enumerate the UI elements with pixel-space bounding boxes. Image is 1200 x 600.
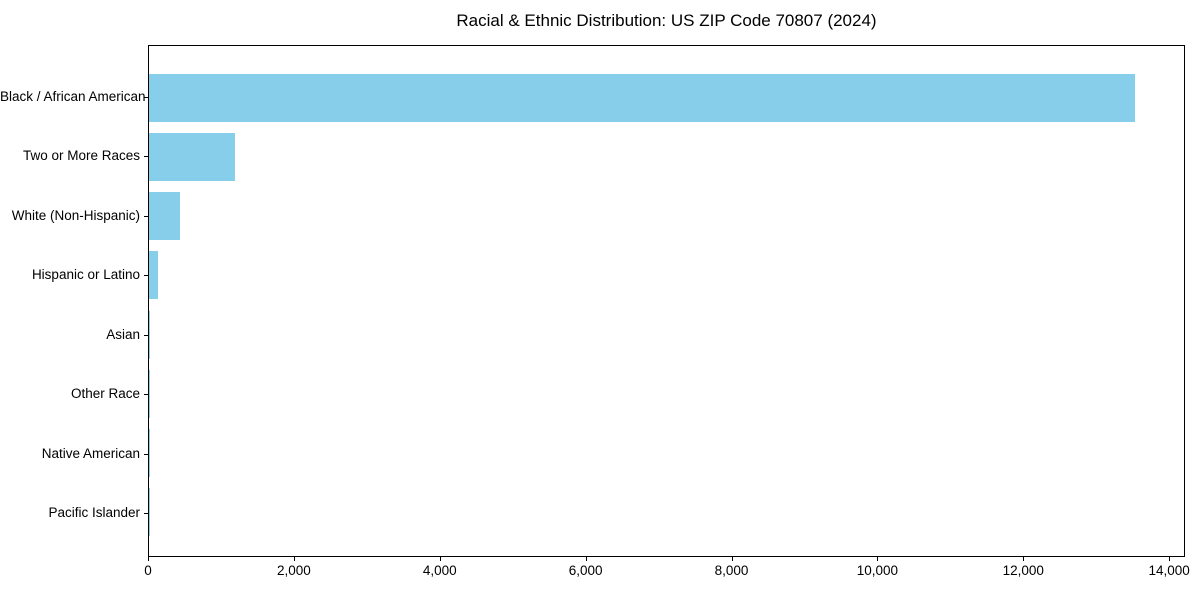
bar-row <box>149 68 1184 127</box>
x-tick-label: 6,000 <box>568 563 603 578</box>
bars-container <box>149 46 1184 556</box>
x-tick-label: 8,000 <box>714 563 749 578</box>
y-tick <box>144 215 148 217</box>
x-tick <box>1023 557 1025 561</box>
x-tick-label: 4,000 <box>422 563 457 578</box>
bar-row <box>149 364 1184 423</box>
x-tick <box>439 557 441 561</box>
bar-row <box>149 483 1184 542</box>
bar-row <box>149 187 1184 246</box>
y-tick <box>144 275 148 277</box>
x-tick <box>148 557 149 561</box>
bar-hispanic-or-latino <box>149 251 158 300</box>
bar-two-or-more-races <box>149 132 235 181</box>
bar-row <box>149 127 1184 186</box>
x-tick-label: 10,000 <box>856 563 899 578</box>
bar-row <box>149 424 1184 483</box>
bar-black-african-american <box>149 73 1135 122</box>
bar-row <box>149 246 1184 305</box>
y-tick <box>144 334 148 336</box>
y-tick-label-asian: Asian <box>106 326 140 342</box>
y-tick <box>144 453 148 455</box>
bar-white-non-hispanic <box>149 192 181 241</box>
x-tick-label: 0 <box>144 563 152 578</box>
plot-area <box>148 45 1185 557</box>
y-tick <box>144 156 148 158</box>
x-tick <box>877 557 879 561</box>
chart-title: Racial & Ethnic Distribution: US ZIP Cod… <box>456 11 877 30</box>
y-tick-label-two-or-more-races: Two or More Races <box>22 148 140 164</box>
x-tick <box>1169 557 1171 561</box>
y-tick-label-white-non-hispanic: White (Non-Hispanic) <box>11 207 140 223</box>
x-tick <box>585 557 587 561</box>
x-tick-label: 2,000 <box>276 563 311 578</box>
y-tick <box>144 96 148 98</box>
bar-row <box>149 305 1184 364</box>
x-tick-label: 12,000 <box>1002 563 1044 578</box>
x-tick <box>731 557 733 561</box>
y-tick <box>144 513 148 515</box>
y-tick-label-native-american: Native American <box>41 445 140 461</box>
x-tick-label: 14,000 <box>1148 563 1190 578</box>
x-tick <box>293 557 295 561</box>
y-tick-label-hispanic-or-latino: Hispanic or Latino <box>31 267 140 283</box>
y-tick-label-black-african-american: Black / African American <box>0 88 146 104</box>
bar-asian <box>149 310 151 359</box>
bar-other-race <box>149 369 150 418</box>
y-tick-label-pacific-islander: Pacific Islander <box>48 505 140 521</box>
y-tick-label-other-race: Other Race <box>70 386 140 402</box>
y-tick <box>144 394 148 396</box>
